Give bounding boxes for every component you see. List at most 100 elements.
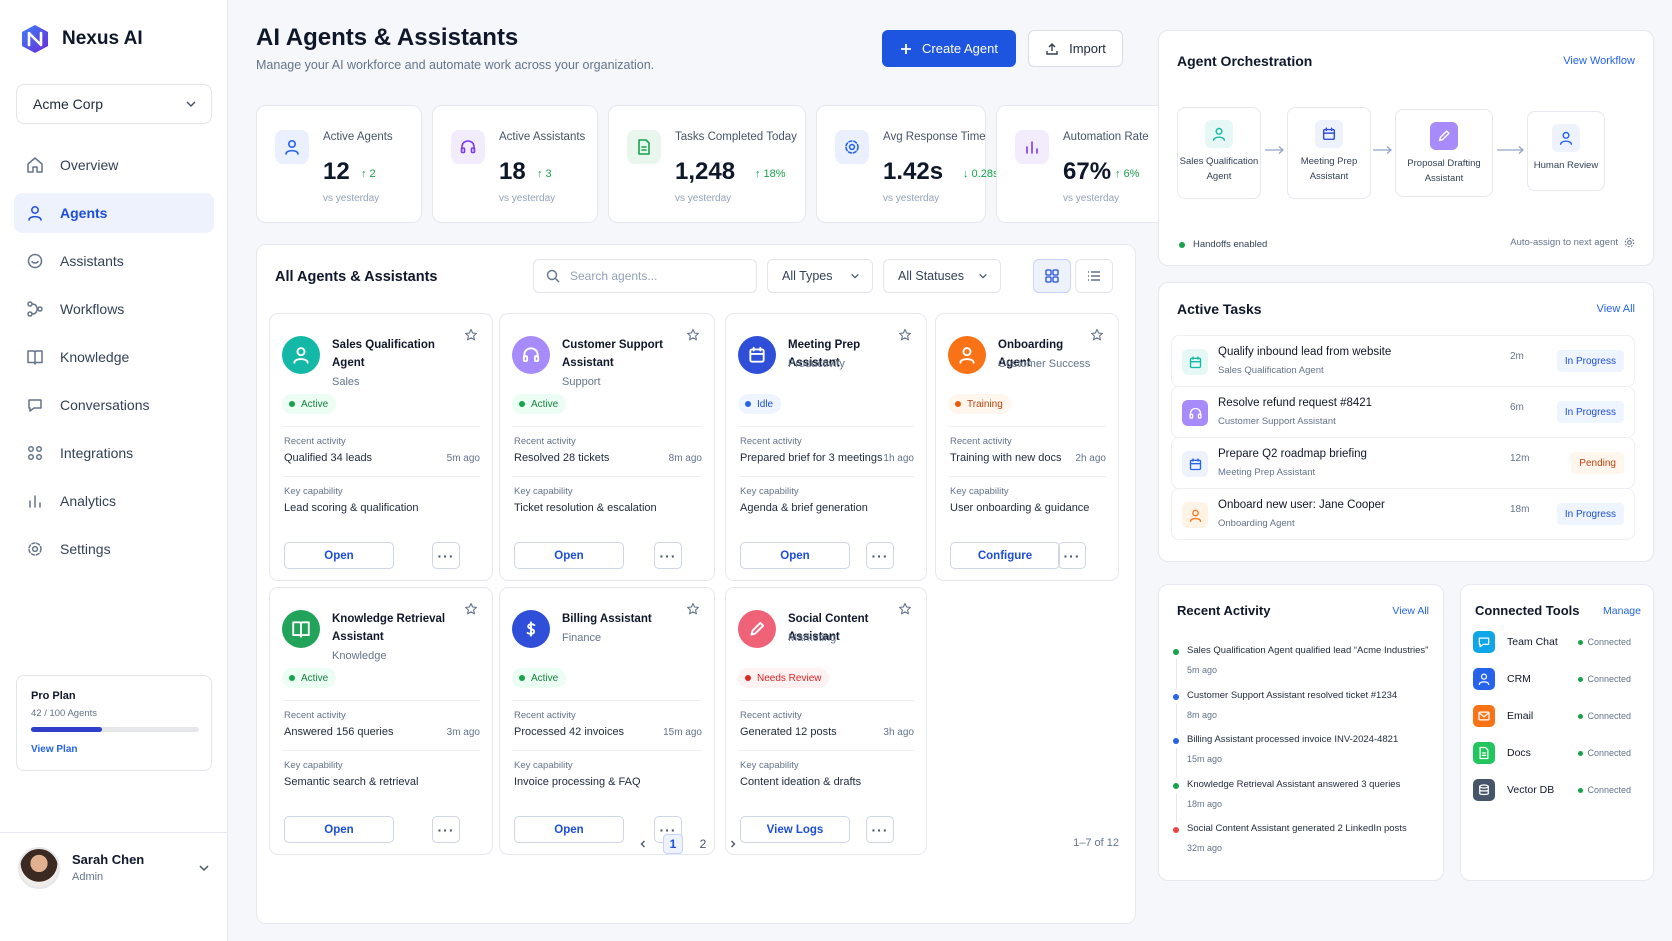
status-filter[interactable]: All Statuses: [883, 259, 1001, 293]
agent-icon: [28, 206, 42, 221]
task-row[interactable]: Onboard new user: Jane Cooper Onboarding …: [1171, 488, 1635, 540]
sidebar-item-conversations[interactable]: Conversations: [14, 385, 214, 425]
import-button[interactable]: Import: [1028, 30, 1123, 67]
view-plan-link[interactable]: View Plan: [31, 744, 78, 755]
recent-activity-time: 8m ago: [668, 453, 702, 464]
star-icon[interactable]: [464, 328, 478, 342]
tool-name: Vector DB: [1507, 784, 1555, 796]
task-row[interactable]: Resolve refund request #8421 Customer Sup…: [1171, 386, 1635, 438]
agents-panel-title: All Agents & Assistants: [275, 269, 438, 285]
gear-icon: [28, 542, 42, 556]
more-options-button[interactable]: ···: [654, 542, 682, 569]
workflow-node-human-review[interactable]: Human Review: [1527, 111, 1605, 191]
key-capability-value: User onboarding & guidance: [950, 502, 1090, 514]
open-button[interactable]: Open: [284, 542, 394, 569]
tool-docs[interactable]: Docs Connected: [1473, 740, 1631, 766]
star-icon[interactable]: [464, 602, 478, 616]
agent-name: Customer Support Assistant: [562, 339, 663, 369]
stat-card-tasks-completed-today: Tasks Completed Today 1,248 ↑ 18% vs yester…: [608, 105, 806, 223]
task-agent: Customer Support Assistant: [1218, 416, 1336, 427]
star-icon[interactable]: [898, 328, 912, 342]
task-row[interactable]: Prepare Q2 roadmap briefing Meeting Prep …: [1171, 437, 1635, 489]
page-button-1[interactable]: 1: [663, 834, 683, 854]
page-button-2[interactable]: 2: [699, 837, 707, 851]
brand[interactable]: Nexus AI: [20, 24, 143, 54]
sidebar-item-workflows[interactable]: Workflows: [14, 289, 214, 329]
agent-card-knowledge-retrieval-assistant[interactable]: Knowledge Retrieval Assistant Knowledge Ac…: [269, 587, 493, 855]
orchestration-title: Agent Orchestration: [1177, 53, 1313, 69]
user-menu[interactable]: Sarah Chen Admin: [0, 832, 228, 902]
tool-team-chat[interactable]: Team Chat Connected: [1473, 629, 1631, 655]
stat-card-active-assistants: Active Assistants 18 ↑ 3 vs yesterday: [432, 105, 598, 223]
star-icon[interactable]: [1090, 328, 1104, 342]
view-all-activity-link[interactable]: View All: [1392, 605, 1429, 617]
page-title: AI Agents & Assistants: [256, 24, 519, 51]
star-icon[interactable]: [686, 602, 700, 616]
tool-email[interactable]: Email Connected: [1473, 703, 1631, 729]
workflow-node-meeting-prep[interactable]: Meeting Prep Assistant: [1287, 107, 1371, 199]
more-options-button[interactable]: ···: [866, 816, 894, 843]
plan-usage: 42 / 100 Agents: [31, 708, 98, 719]
recent-activity-time: 15m ago: [663, 727, 702, 738]
create-agent-button[interactable]: Create Agent: [882, 30, 1016, 67]
sidebar-item-label: Conversations: [60, 397, 150, 413]
agent-card-social-content-assistant[interactable]: Social Content Assistant Marketing Needs R…: [725, 587, 927, 855]
sidebar-item-assistants[interactable]: Assistants: [14, 241, 214, 281]
workflow-node-proposal-drafting[interactable]: Proposal Drafting Assistant: [1395, 109, 1493, 197]
search-input[interactable]: [570, 269, 740, 283]
tool-crm[interactable]: CRM Connected: [1473, 666, 1631, 692]
stat-note: vs yesterday: [1063, 193, 1120, 204]
list-view-button[interactable]: [1075, 259, 1113, 293]
search-box[interactable]: [533, 259, 757, 293]
org-selector[interactable]: Acme Corp: [16, 84, 212, 124]
agent-card-meeting-prep-assistant[interactable]: Meeting Prep Assistant Productivity Idle Re…: [725, 313, 927, 581]
workflow-node-sales-qualification[interactable]: Sales Qualification Agent: [1177, 107, 1261, 199]
task-row[interactable]: Qualify inbound lead from website Sales Q…: [1171, 335, 1635, 387]
agent-card-sales-qualification-agent[interactable]: Sales Qualification Agent Sales Active Rece…: [269, 313, 493, 581]
import-label: Import: [1069, 41, 1106, 56]
open-button[interactable]: Open: [284, 816, 394, 843]
sidebar-item-knowledge[interactable]: Knowledge: [14, 337, 214, 377]
type-filter[interactable]: All Types: [767, 259, 873, 293]
activity-text: Sales Qualification Agent qualified lead…: [1187, 645, 1429, 656]
view-logs-button[interactable]: View Logs: [740, 816, 850, 843]
open-button[interactable]: Open: [514, 816, 624, 843]
open-button[interactable]: Open: [740, 542, 850, 569]
next-page-button[interactable]: [723, 834, 743, 854]
view-workflow-link[interactable]: View Workflow: [1563, 55, 1635, 67]
book-icon: [292, 621, 310, 638]
activity-text: Customer Support Assistant resolved tick…: [1187, 689, 1398, 701]
more-options-button[interactable]: ···: [866, 542, 894, 569]
agent-card-customer-support-assistant[interactable]: Customer Support Assistant Support Active R…: [499, 313, 715, 581]
open-button[interactable]: Open: [514, 542, 624, 569]
sidebar-item-overview[interactable]: Overview: [14, 145, 214, 185]
star-icon[interactable]: [898, 602, 912, 616]
sidebar-item-settings[interactable]: Settings: [14, 529, 214, 569]
auto-assign-setting[interactable]: Auto-assign to next agent: [1510, 237, 1635, 248]
prev-page-button[interactable]: [633, 834, 653, 854]
star-icon[interactable]: [686, 328, 700, 342]
manage-tools-link[interactable]: Manage: [1603, 605, 1641, 617]
agent-card-billing-assistant[interactable]: Billing Assistant Finance Active Recent act…: [499, 587, 715, 855]
chevron-down-icon: [199, 864, 209, 871]
more-options-button[interactable]: ···: [432, 542, 460, 569]
grid-view-button[interactable]: [1033, 259, 1071, 293]
activity-text: Knowledge Retrieval Assistant answered 3…: [1187, 778, 1401, 790]
stat-icon: [451, 130, 485, 164]
tool-status: Connected: [1578, 748, 1631, 758]
sidebar-item-agents[interactable]: Agents: [14, 193, 214, 233]
more-options-button[interactable]: ···: [1058, 542, 1086, 569]
arrow-right-icon: [1265, 146, 1284, 154]
sidebar-item-integrations[interactable]: Integrations: [14, 433, 214, 473]
page-subtitle: Manage your AI workforce and automate wo…: [256, 58, 655, 72]
sidebar-item-label: Analytics: [60, 493, 117, 509]
configure-button[interactable]: Configure: [950, 542, 1060, 569]
view-all-tasks-link[interactable]: View All: [1596, 303, 1635, 315]
sidebar-item-analytics[interactable]: Analytics: [14, 481, 214, 521]
agent-avatar: [738, 610, 776, 648]
tool-vector-db[interactable]: Vector DB Connected: [1473, 777, 1631, 803]
agent-card-onboarding-agent[interactable]: Onboarding Agent Customer Success Training…: [935, 313, 1119, 581]
key-capability-value: Lead scoring & qualification: [284, 502, 419, 514]
sidebar: Nexus AI Acme Corp Overview Agents Assista…: [0, 0, 228, 941]
more-options-button[interactable]: ···: [432, 816, 460, 843]
